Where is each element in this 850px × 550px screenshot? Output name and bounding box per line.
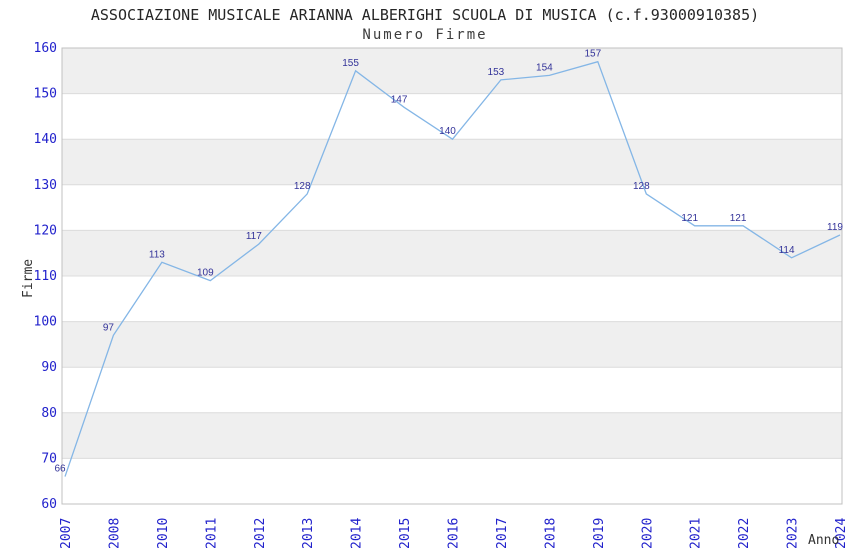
data-label: 66 [54, 464, 66, 475]
y-tick-label: 110 [34, 269, 57, 284]
x-tick-label: 2021 [689, 518, 704, 549]
x-tick-label: 2011 [204, 518, 219, 549]
x-tick-label: 2022 [737, 518, 752, 549]
y-tick-label: 120 [34, 223, 57, 238]
x-tick-label: 2012 [253, 518, 268, 549]
x-tick-label: 2024 [834, 518, 849, 549]
y-tick-label: 160 [34, 41, 57, 56]
y-tick-label: 100 [34, 315, 57, 330]
y-tick-label: 150 [34, 87, 57, 102]
x-tick-label: 2017 [495, 518, 510, 549]
grid-band [62, 184, 842, 231]
grid-band [62, 458, 842, 504]
data-label: 114 [779, 245, 795, 256]
x-tick-label: 2007 [59, 518, 74, 549]
data-label: 121 [730, 213, 747, 224]
data-label: 128 [294, 181, 311, 192]
data-label: 119 [827, 222, 843, 233]
x-tick-label: 2016 [447, 518, 462, 549]
grid-band [62, 276, 842, 322]
y-tick-label: 140 [34, 132, 57, 147]
y-axis-tick-labels: 60 70 80 90 100 110 120 130 140 150 160 [34, 41, 57, 512]
y-tick-label: 60 [41, 497, 57, 512]
x-tick-label: 2020 [640, 518, 655, 549]
y-tick-label: 70 [41, 451, 57, 466]
grid-band [62, 367, 842, 413]
data-label: 121 [681, 213, 698, 224]
data-label: 155 [342, 58, 359, 69]
x-tick-label: 2015 [398, 518, 413, 549]
series-line [64, 60, 841, 477]
data-label: 128 [633, 181, 650, 192]
chart-title: ASSOCIAZIONE MUSICALE ARIANNA ALBERIGHI … [90, 6, 760, 24]
grid-band [62, 412, 842, 459]
data-label: 154 [536, 62, 553, 73]
y-axis-label: Firme [21, 259, 36, 298]
data-label: 157 [584, 49, 601, 60]
y-tick-label: 90 [41, 360, 57, 375]
data-point-labels: 66 97 113 109 117 128 155 147 140 153 154 157 128 121… [54, 49, 843, 475]
x-tick-label: 2008 [107, 518, 122, 549]
chart-subtitle: Numero Firme [362, 27, 488, 43]
x-tick-label: 2023 [786, 518, 801, 549]
y-tick-label: 130 [34, 178, 57, 193]
data-label: 140 [439, 126, 456, 137]
data-label: 109 [197, 268, 214, 279]
data-label: 113 [149, 249, 165, 260]
plot-border [61, 47, 843, 505]
grid-band [62, 93, 842, 140]
grid-band [62, 321, 842, 368]
x-tick-label: 2019 [592, 518, 607, 549]
grid-band [62, 48, 842, 94]
y-tick-label: 80 [41, 406, 57, 421]
data-label: 153 [488, 67, 505, 78]
x-tick-label: 2010 [156, 518, 171, 549]
grid-band [62, 230, 842, 276]
x-tick-label: 2014 [350, 518, 365, 549]
data-label: 97 [103, 322, 115, 333]
background-bands [62, 48, 842, 504]
data-label: 117 [246, 231, 262, 242]
data-label: 147 [391, 94, 408, 105]
x-tick-label: 2018 [543, 518, 558, 549]
x-axis-label: Anno [808, 533, 839, 548]
grid-band [62, 139, 842, 185]
x-axis-tick-labels: 2007 2008 2010 2011 2012 2013 2014 2015 2016 2017… [59, 518, 849, 549]
x-tick-label: 2013 [301, 518, 316, 549]
